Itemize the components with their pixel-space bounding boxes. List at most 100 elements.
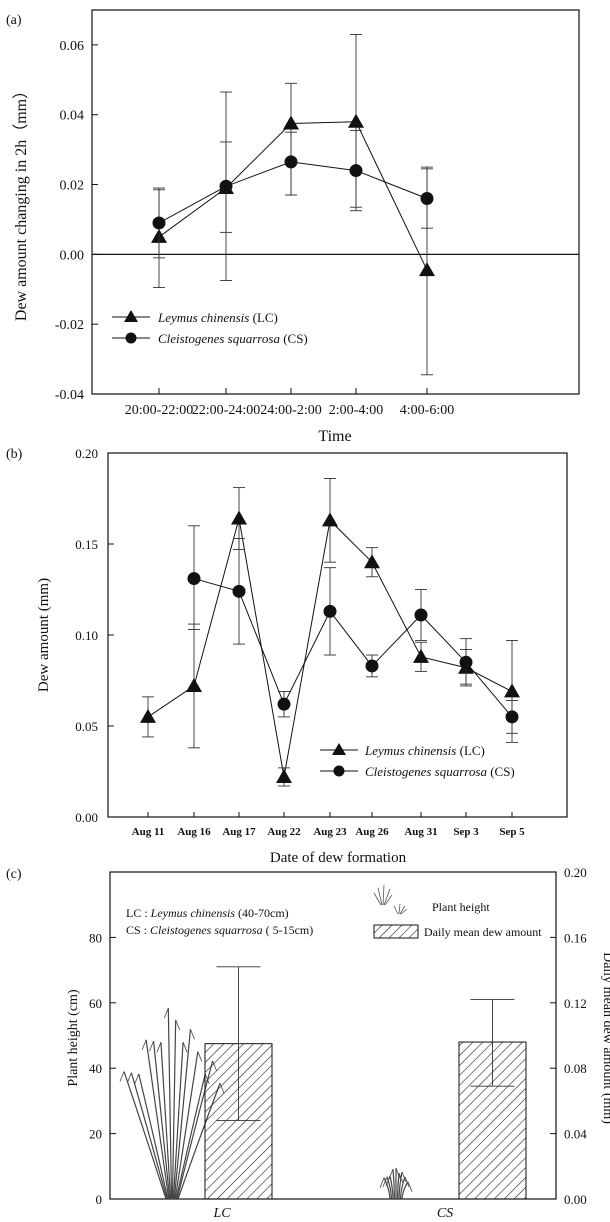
data-point — [413, 648, 429, 663]
series-cs — [187, 525, 519, 734]
plant-stem — [160, 1042, 172, 1200]
panel-b-x-axis-label: Date of dew formation — [270, 850, 407, 866]
y-tick-label: 0.05 — [75, 719, 98, 734]
series-line — [158, 121, 428, 271]
panel-c-label: (c) — [6, 867, 22, 882]
x-tick-label: Sep 3 — [453, 826, 479, 838]
data-point — [365, 659, 379, 673]
plant-leaf — [404, 1176, 410, 1187]
legend-plant-height: Plant height — [432, 900, 490, 914]
data-point — [219, 179, 233, 193]
error-bar — [216, 966, 261, 1121]
series-cs — [152, 91, 434, 281]
y-tick-label: 0.20 — [564, 865, 587, 880]
plant-stem — [138, 1073, 169, 1200]
legend-plant-icon — [373, 884, 408, 915]
plant-stem — [130, 1072, 168, 1200]
note-cs: CS : Cleistogenes squarrosa ( 5-15cm) — [126, 923, 313, 937]
y-tick-label: 0.08 — [564, 1061, 587, 1076]
plant-leaf — [175, 1019, 181, 1031]
error-bar — [470, 999, 515, 1087]
series-line — [193, 578, 513, 718]
y-tick-label: 40 — [89, 1061, 102, 1076]
data-point — [283, 115, 299, 130]
legend-item-cs: Cleistogenes squarrosa (CS) — [158, 331, 308, 346]
plant-stem — [392, 1169, 396, 1200]
panel-a: (a) -0.04 -0.02 0.00 0.02 0.04 0.06 20:00-22:… — [6, 9, 580, 445]
panel-b-label: (b) — [6, 447, 23, 462]
x-tick-label: Sep 5 — [499, 826, 525, 838]
x-tick-label: Aug 23 — [313, 826, 347, 838]
plant-stem — [383, 1177, 391, 1200]
x-tick-label: Aug 31 — [404, 826, 437, 838]
y-tick-label: 0.15 — [75, 537, 98, 552]
data-point — [277, 697, 291, 711]
data-point — [152, 216, 166, 230]
series-lc — [140, 478, 520, 787]
plant-leaf — [395, 1168, 401, 1179]
plant-leaf — [401, 1171, 407, 1183]
y-tick-label: 0.00 — [75, 810, 98, 825]
panel-c-left-axis: 0 20 40 60 80 — [89, 930, 116, 1207]
y-tick-label: -0.02 — [55, 318, 84, 333]
plant-leaf — [156, 1042, 162, 1053]
legend-item-cs: Cleistogenes squarrosa (CS) — [365, 764, 515, 779]
plant-stem — [401, 1181, 409, 1200]
plant-stem — [145, 1039, 170, 1200]
y-tick-label: 0.04 — [564, 1127, 587, 1142]
legend-triangle-marker — [332, 743, 346, 755]
plant-leaf — [388, 1169, 394, 1180]
y-tick-label: 80 — [89, 930, 102, 945]
plant-cs — [379, 1168, 413, 1200]
plant-leaf — [182, 1042, 188, 1053]
plant-leaf — [190, 1029, 195, 1040]
y-tick-label: 0.06 — [60, 39, 85, 54]
x-tick-label: Aug 11 — [132, 826, 165, 838]
data-point — [349, 164, 363, 178]
legend-item-lc: Leymus chinensis (LC) — [364, 743, 485, 758]
plant-leaf — [379, 1177, 385, 1188]
y-tick-label: 0.02 — [60, 179, 85, 194]
plant-leaf — [141, 1039, 147, 1050]
panel-a-y-axis-label: Dew amount changing in 2h（mm） — [12, 83, 30, 321]
panel-a-label: (a) — [6, 13, 22, 28]
data-point — [459, 655, 473, 669]
plant-stem — [386, 1176, 393, 1200]
panel-b-x-axis: Aug 11 Aug 16 Aug 17 Aug 22 Aug 23 Aug 26 Aug … — [132, 812, 525, 838]
y-tick-label: 0.00 — [60, 248, 85, 263]
panel-c-right-axis: 0.00 0.04 0.08 0.12 0.16 0.20 — [550, 865, 587, 1207]
legend-triangle-marker — [124, 310, 138, 322]
y-tick-label: 0.00 — [564, 1192, 587, 1207]
legend-hatch-swatch — [373, 924, 419, 939]
panel-c-notes: LC : Leymus chinensis (40-70cm) CS : Cle… — [126, 906, 313, 937]
plant-stem — [171, 1019, 177, 1200]
x-tick-label: Aug 26 — [355, 826, 389, 838]
bar-lc — [204, 1043, 273, 1200]
legend-dew-amount: Daily mean dew amount — [424, 925, 542, 939]
plant-stem — [123, 1071, 167, 1200]
plant-stem — [399, 1176, 406, 1200]
panel-c-left-axis-label: Plant height (cm) — [66, 989, 81, 1087]
plant-leaf — [134, 1073, 140, 1085]
plant-stem — [396, 1173, 400, 1200]
panel-b-frame — [107, 452, 568, 818]
plant-stem — [167, 1008, 173, 1200]
x-tick-label: 4:00-6:00 — [400, 403, 454, 418]
data-point — [504, 683, 520, 698]
y-tick-label: 0.16 — [564, 930, 587, 945]
x-tick-label: 20:00-22:00 — [125, 403, 193, 418]
plant-leaf — [407, 1181, 413, 1192]
data-point — [505, 710, 519, 724]
panel-c-legend: Plant height Daily mean dew amount — [373, 884, 542, 939]
panel-a-plot-area — [151, 33, 435, 376]
panel-b: (b) 0.000.050.100.150.20 Aug 11 Aug 16 Aug… — [6, 446, 568, 866]
data-point — [323, 604, 337, 618]
category-label-cs: CS — [437, 1206, 453, 1221]
plant-leaf — [382, 1176, 388, 1187]
y-tick-label: 0.20 — [75, 446, 98, 461]
y-tick-label: 0.12 — [564, 996, 587, 1011]
panel-b-plot-area — [140, 478, 520, 787]
panel-b-y-axis-label: Dew amount (mm) — [36, 578, 52, 692]
